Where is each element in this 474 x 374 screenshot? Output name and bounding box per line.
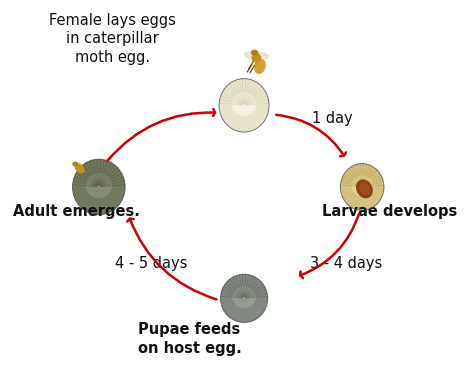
Text: Adult emerges.: Adult emerges. [13, 203, 139, 219]
Ellipse shape [351, 175, 373, 196]
Ellipse shape [340, 163, 384, 211]
Ellipse shape [75, 164, 84, 173]
Text: 4 - 5 days: 4 - 5 days [115, 255, 187, 271]
Ellipse shape [252, 50, 257, 55]
Ellipse shape [356, 180, 372, 197]
Ellipse shape [232, 92, 256, 116]
Ellipse shape [73, 159, 125, 215]
Ellipse shape [232, 286, 256, 308]
Ellipse shape [256, 52, 269, 58]
Ellipse shape [245, 52, 259, 61]
Text: Female lays eggs
in caterpillar
moth egg.: Female lays eggs in caterpillar moth egg… [49, 12, 176, 65]
Ellipse shape [73, 163, 82, 167]
Ellipse shape [219, 79, 269, 132]
Ellipse shape [360, 183, 369, 194]
Ellipse shape [220, 274, 268, 322]
Ellipse shape [252, 54, 260, 62]
Text: Larvae develops: Larvae develops [322, 203, 457, 219]
Ellipse shape [73, 162, 77, 166]
Ellipse shape [255, 59, 265, 73]
Text: Pupae feeds
on host egg.: Pupae feeds on host egg. [138, 322, 241, 356]
Text: 1 day: 1 day [312, 111, 353, 126]
Ellipse shape [86, 173, 112, 198]
Text: 3 - 4 days: 3 - 4 days [310, 255, 383, 271]
